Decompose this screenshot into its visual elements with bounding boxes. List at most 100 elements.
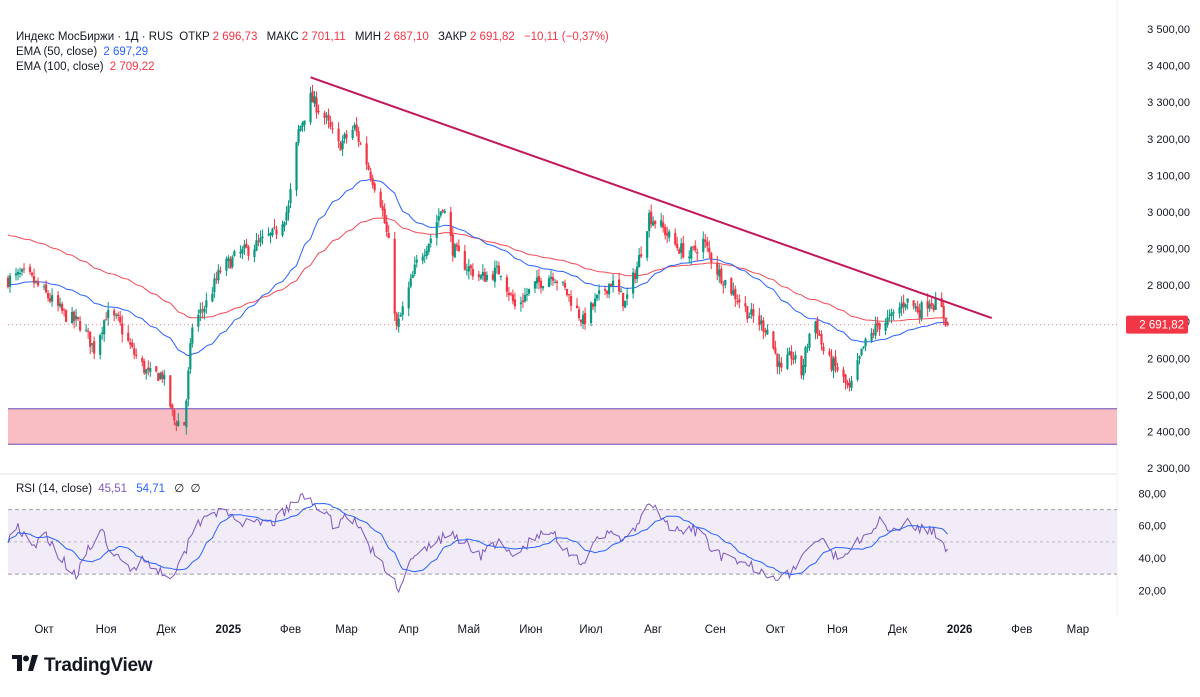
candle-body bbox=[802, 365, 805, 376]
candle-body bbox=[718, 269, 721, 277]
candle-body bbox=[79, 321, 82, 331]
candle-body bbox=[495, 266, 498, 268]
candle-body bbox=[806, 347, 809, 349]
candle-body bbox=[776, 353, 779, 367]
candle-body bbox=[259, 237, 262, 243]
candle-body bbox=[626, 294, 629, 299]
candle-body bbox=[828, 351, 831, 356]
time-axis-label: Июл bbox=[579, 624, 602, 636]
candle-body bbox=[337, 128, 340, 142]
candle-body bbox=[732, 290, 735, 295]
candle-body bbox=[842, 369, 845, 377]
rsi-value: 45,51 bbox=[98, 483, 128, 495]
ema50-legend[interactable]: EMA (50, close) 2 697,29 bbox=[16, 46, 154, 58]
candle-body bbox=[527, 288, 531, 294]
candle-body bbox=[704, 239, 707, 242]
candle-body bbox=[591, 303, 595, 307]
candle-body bbox=[383, 208, 386, 224]
candle-body bbox=[115, 314, 118, 316]
tradingview-logo[interactable]: TradingView bbox=[12, 655, 153, 677]
candle-body bbox=[28, 266, 32, 273]
candle-body bbox=[890, 312, 893, 317]
candle-body bbox=[339, 142, 342, 151]
candle-body bbox=[792, 358, 795, 361]
rsi-axis-label: 20,00 bbox=[1138, 585, 1166, 597]
ema100-legend[interactable]: EMA (100, close) 2 709,22 bbox=[16, 61, 161, 73]
candle-body bbox=[577, 309, 581, 319]
candle-body bbox=[449, 211, 452, 236]
candle-body bbox=[327, 114, 330, 121]
candle-body bbox=[155, 366, 158, 372]
candle-body bbox=[331, 128, 334, 130]
candle-body bbox=[581, 314, 585, 324]
candle-body bbox=[289, 188, 292, 204]
candle-body bbox=[379, 191, 382, 207]
candle-body bbox=[297, 129, 300, 143]
candle-body bbox=[105, 319, 108, 321]
candle-body bbox=[748, 316, 751, 318]
last-price-badge bbox=[1126, 315, 1188, 334]
candle-body bbox=[387, 232, 390, 239]
candle-body bbox=[764, 330, 767, 333]
candle-body bbox=[906, 298, 909, 303]
time-axis-label: Дек bbox=[888, 624, 908, 636]
candle-body bbox=[541, 286, 545, 289]
candle-body bbox=[848, 382, 851, 387]
time-axis-label: Сен bbox=[705, 624, 726, 636]
candle-body bbox=[920, 302, 923, 319]
candle-body bbox=[680, 243, 683, 253]
candle-body bbox=[36, 280, 40, 286]
candle-body bbox=[121, 323, 124, 335]
price-axis-label: 3 100,00 bbox=[1147, 170, 1190, 182]
candle-body bbox=[227, 257, 230, 261]
candle-body bbox=[539, 280, 543, 288]
rsi-ma-line bbox=[7, 502, 949, 576]
candle-body bbox=[14, 273, 18, 276]
candle-body bbox=[351, 129, 354, 139]
candle-body bbox=[50, 295, 54, 302]
candle-body bbox=[930, 302, 933, 306]
candle-body bbox=[303, 120, 306, 125]
low-label: МИН bbox=[354, 31, 381, 43]
candle-body bbox=[285, 212, 288, 221]
candle-body bbox=[892, 312, 895, 314]
symbol-label[interactable]: Индекс МосБиржи · 1Д · RUS bbox=[16, 31, 174, 43]
candle-body bbox=[760, 320, 763, 324]
time-axis-label: Окт bbox=[766, 624, 786, 636]
rsi-na-1: ∅ bbox=[174, 483, 185, 495]
candle-body bbox=[301, 122, 304, 127]
candle-body bbox=[804, 347, 807, 367]
time-axis-label: 2026 bbox=[947, 624, 973, 636]
candle-body bbox=[203, 308, 206, 313]
candle-body bbox=[309, 93, 312, 123]
candle-body bbox=[399, 314, 402, 317]
candle-body bbox=[660, 220, 663, 227]
candle-body bbox=[597, 290, 601, 294]
candle-body bbox=[479, 275, 482, 279]
candle-body bbox=[932, 305, 935, 311]
candle-body bbox=[357, 131, 360, 142]
candle-body bbox=[832, 358, 835, 371]
candle-body bbox=[65, 310, 68, 322]
time-axis-label: Июн bbox=[519, 624, 542, 636]
candle-body bbox=[141, 358, 144, 363]
candle-body bbox=[734, 288, 737, 300]
ema50-label: EMA (50, close) bbox=[16, 46, 98, 58]
candle-body bbox=[648, 213, 651, 231]
candle-body bbox=[491, 274, 494, 280]
candle-body bbox=[455, 244, 458, 247]
candle-body bbox=[20, 269, 24, 272]
candle-body bbox=[175, 422, 178, 426]
candle-body bbox=[343, 133, 346, 139]
candle-body bbox=[147, 367, 150, 370]
candle-body bbox=[159, 373, 162, 379]
ema100-value: 2 709,22 bbox=[109, 61, 155, 73]
candle-body bbox=[22, 268, 26, 270]
candle-body bbox=[233, 251, 236, 256]
rsi-legend[interactable]: RSI (14, close) 45,51 54,71 ∅ ∅ bbox=[16, 481, 204, 495]
change-value: −10,11 (−0,37%) bbox=[523, 31, 609, 43]
candle-body bbox=[145, 369, 148, 374]
price-axis-label: 3 300,00 bbox=[1147, 97, 1190, 109]
